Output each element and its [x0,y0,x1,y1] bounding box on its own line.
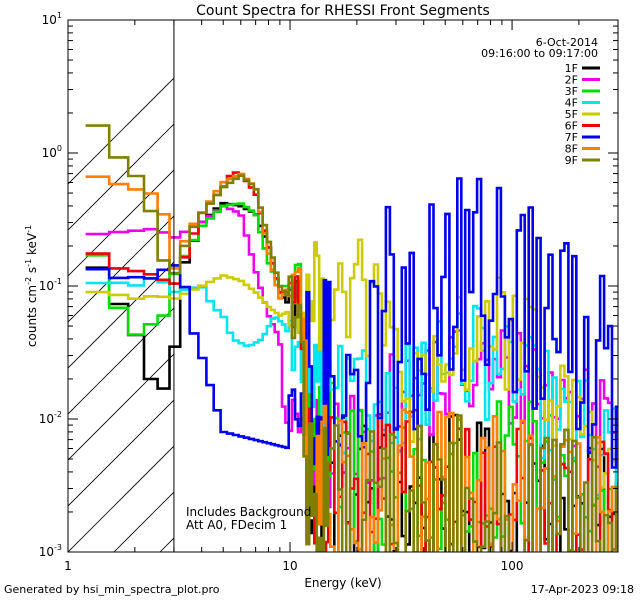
series-line-8f [85,172,618,552]
hatch-line [68,215,174,323]
hatch-line [68,261,174,369]
x-tick-label: 100 [501,559,524,573]
y-axis-label: counts cm-2 s-1 keV-1 [24,225,39,347]
hatched-region [68,20,640,552]
hatch-line [68,445,174,552]
y-tick-label: 101 [42,11,62,27]
hatch-line [68,77,174,185]
legend-label-7f: 7F [565,131,578,144]
y-tick-label: 10-1 [39,277,62,293]
legend-label-1f: 1F [565,62,578,75]
x-tick-label: 1 [64,559,72,573]
annotation-background: Includes Background [186,505,311,519]
legend-label-4f: 4F [565,97,578,110]
legend-label-2f: 2F [565,74,578,87]
footer-timestamp: 17-Apr-2023 09:18 [530,583,634,596]
hatch-line [68,399,174,507]
series-line-4f [85,276,618,502]
legend-label-9f: 9F [565,154,578,167]
x-axis-label: Energy (keV) [304,576,381,590]
legend-label-6f: 6F [565,120,578,133]
annotation-attenuator: Att A0, FDecim 1 [186,518,287,532]
legend-label-5f: 5F [565,108,578,121]
chart-title: Count Spectra for RHESSI Front Segments [196,3,490,19]
y-tick-label: 10-3 [39,543,62,559]
x-tick-label: 10 [282,559,297,573]
time-range-label: 09:16:00 to 09:17:00 [481,47,598,60]
series-line-9f [85,124,618,552]
y-tick-label: 100 [42,144,62,160]
y-tick-label: 10-2 [39,410,62,426]
hatch-line [390,20,640,552]
series-line-7f [85,177,618,481]
legend-label-8f: 8F [565,143,578,156]
date-label: 6-Oct-2014 [536,36,598,49]
legend-label-3f: 3F [565,85,578,98]
footer-generated-by: Generated by hsi_min_spectra_plot.pro [4,583,220,596]
